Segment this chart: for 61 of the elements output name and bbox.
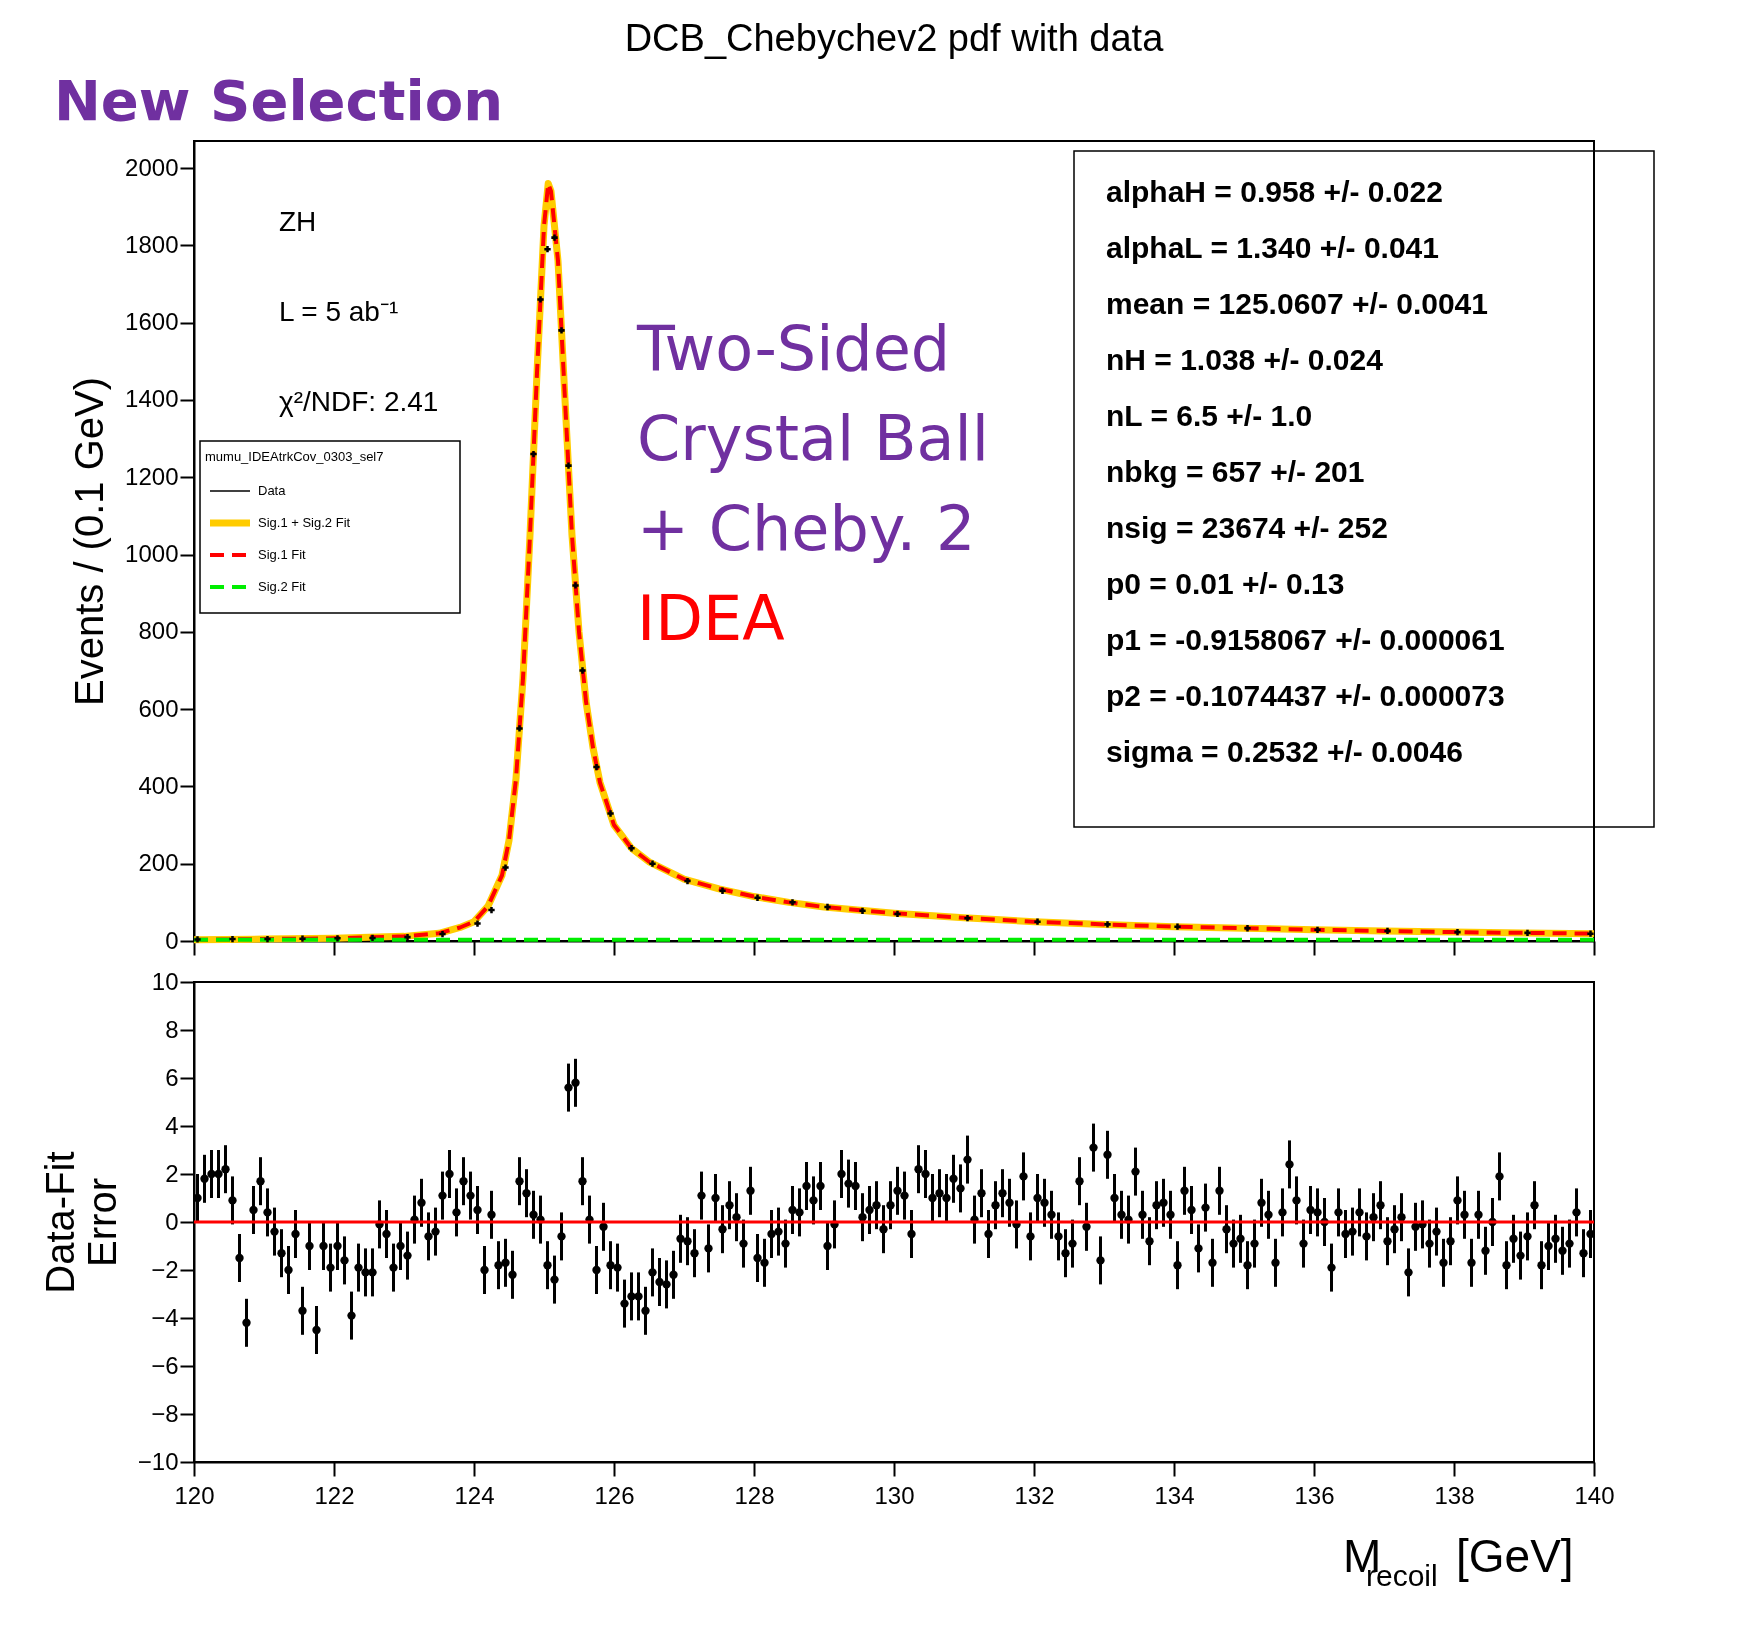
y-tick-label: 2 [165, 1159, 179, 1187]
x-axis-title: Mrecoil [GeV] [1343, 1530, 1574, 1592]
y-tick-label: 0 [165, 1207, 179, 1235]
x-tick-label: 140 [1574, 1481, 1615, 1509]
legend-label: Sig.2 Fit [258, 579, 307, 594]
annotation: IDEA [637, 582, 785, 655]
text: New Selection [54, 68, 504, 133]
annotation: alphaH = 0.958 +/- 0.022 [1106, 175, 1443, 208]
y-tick-label: 200 [138, 849, 179, 877]
y-tick-label: 1200 [125, 462, 179, 490]
annotation: L = 5 ab⁻¹ [279, 296, 399, 327]
annotation: mean = 125.0607 +/- 0.0041 [1106, 287, 1488, 320]
y-tick-label: 1000 [125, 540, 179, 568]
x-tick-label: 122 [314, 1481, 355, 1509]
y-tick-label: 1800 [125, 230, 179, 258]
x-tick-label: 120 [174, 1481, 215, 1509]
legend-label: Sig.1 + Sig.2 Fit [258, 515, 351, 530]
annotation: nsig = 23674 +/- 252 [1106, 511, 1388, 544]
x-tick-label: 128 [734, 1481, 775, 1509]
x-tick-label: 124 [454, 1481, 495, 1509]
legend-title: mumu_IDEAtrkCov_0303_sel7 [205, 449, 384, 464]
annotation: + Cheby. 2 [637, 492, 976, 565]
y-tick-label: 10 [151, 967, 179, 995]
y-tick-label: −2 [151, 1255, 179, 1283]
annotation: nL = 6.5 +/- 1.0 [1106, 399, 1313, 432]
y-tick-label: 1600 [125, 308, 179, 336]
y-tick-label: −8 [151, 1399, 179, 1427]
y-tick-label: −4 [151, 1303, 179, 1331]
annotation: χ²/NDF: 2.41 [279, 386, 439, 417]
y-tick-label: 2000 [125, 153, 179, 181]
y-tick-label: −6 [151, 1351, 179, 1379]
y-tick-label: 800 [138, 617, 179, 645]
annotation: Two-Sided [636, 312, 951, 385]
x-tick-label: 126 [594, 1481, 635, 1509]
legend-label: Sig.1 Fit [258, 547, 307, 562]
annotation: sigma = 0.2532 +/- 0.0046 [1106, 735, 1463, 768]
annotation: Crystal Ball [637, 402, 989, 475]
y-tick-label: 8 [165, 1015, 179, 1043]
x-tick-label: 136 [1294, 1481, 1335, 1509]
annotation: p1 = -0.9158067 +/- 0.000061 [1106, 623, 1505, 656]
annotation: alphaL = 1.340 +/- 0.041 [1106, 231, 1439, 264]
y-tick-label: 0 [165, 926, 179, 954]
x-tick-label: 130 [874, 1481, 915, 1509]
y-tick-label: 600 [138, 694, 179, 722]
y-axis-title: Events / (0.1 GeV) [67, 376, 112, 707]
y-tick-label: −10 [137, 1447, 179, 1475]
legend-label: Data [258, 483, 287, 498]
annotation: p2 = -0.1074437 +/- 0.000073 [1106, 679, 1505, 712]
y-tick-label: 400 [138, 771, 179, 799]
annotation: nbkg = 657 +/- 201 [1106, 455, 1365, 488]
x-tick-label: 132 [1014, 1481, 1055, 1509]
y-tick-label: 6 [165, 1063, 179, 1091]
annotation: nH = 1.038 +/- 0.024 [1106, 343, 1384, 376]
y-axis-title: Data-Fit Error [37, 1151, 124, 1294]
y-tick-label: 4 [165, 1111, 179, 1139]
x-tick-label: 134 [1154, 1481, 1195, 1509]
annotation: p0 = 0.01 +/- 0.13 [1106, 567, 1345, 600]
chart-title: DCB_Chebychev2 pdf with data [624, 17, 1165, 59]
annotation: ZH [279, 206, 317, 237]
y-tick-label: 1400 [125, 385, 179, 413]
x-tick-label: 138 [1434, 1481, 1475, 1509]
